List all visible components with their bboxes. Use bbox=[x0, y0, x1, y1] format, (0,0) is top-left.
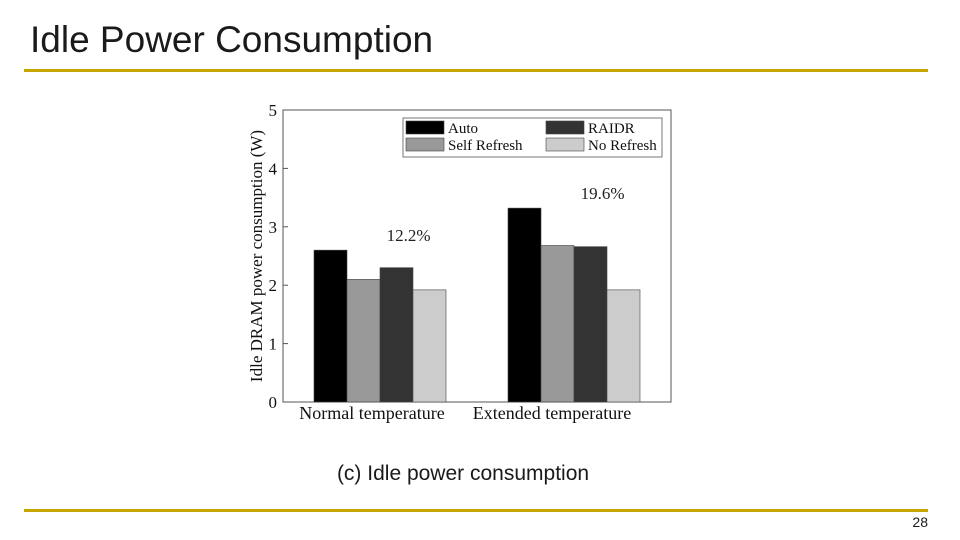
legend: Auto RAIDR Self Refresh No Refresh bbox=[402, 117, 663, 158]
legend-swatch-auto bbox=[405, 120, 445, 135]
bars-layer bbox=[313, 207, 641, 403]
category-label-normal-temperature: Normal temperature bbox=[299, 403, 444, 423]
legend-swatch-self-refresh bbox=[405, 137, 445, 152]
power-bar-chart: 0 1 2 3 4 5 Normal temperature Extended temper… bbox=[240, 96, 680, 426]
y-tick-label: 1 bbox=[269, 335, 278, 354]
legend-swatch-raidr bbox=[545, 120, 585, 135]
y-axis-label: Idle DRAM power consumption (W) bbox=[247, 130, 266, 382]
bar-raidr-normal-temperature bbox=[379, 267, 414, 403]
category-label-extended-temperature: Extended temperature bbox=[473, 403, 631, 423]
legend-label-raidr: RAIDR bbox=[588, 121, 635, 137]
bar-raidr-extended-temperature bbox=[573, 246, 608, 403]
bar-no-refresh-extended-temperature bbox=[606, 289, 641, 403]
page-number: 28 bbox=[912, 514, 928, 530]
bar-self-refresh-normal-temperature bbox=[346, 279, 381, 403]
legend-swatch-no-refresh bbox=[545, 137, 585, 152]
bar-auto-extended-temperature bbox=[507, 207, 542, 403]
y-tick-label: 4 bbox=[269, 159, 278, 178]
footer-divider bbox=[24, 509, 928, 512]
figure-caption: (c) Idle power consumption bbox=[336, 462, 590, 485]
category-labels-layer: Normal temperature Extended temperature bbox=[299, 403, 631, 423]
y-tick-label: 2 bbox=[269, 276, 278, 295]
legend-label-auto: Auto bbox=[448, 121, 478, 137]
legend-box bbox=[402, 117, 663, 158]
y-tick-label: 3 bbox=[269, 218, 278, 237]
chart-canvas: 0 1 2 3 4 5 Normal temperature Extended temper… bbox=[247, 101, 672, 423]
annotation-19-6: 19.6% bbox=[581, 184, 625, 203]
legend-label-self-refresh: Self Refresh bbox=[448, 138, 523, 154]
y-ticks-layer: 0 1 2 3 4 5 bbox=[269, 101, 288, 412]
legend-label-no-refresh: No Refresh bbox=[588, 138, 657, 154]
title-divider bbox=[24, 69, 928, 72]
bar-no-refresh-normal-temperature bbox=[412, 289, 447, 403]
annotation-12-2: 12.2% bbox=[387, 226, 431, 245]
bar-self-refresh-extended-temperature bbox=[540, 245, 575, 403]
slide-title: Idle Power Consumption bbox=[30, 19, 434, 60]
annotations-layer: 12.2% 19.6% bbox=[387, 184, 625, 245]
y-tick-label: 5 bbox=[269, 101, 278, 120]
bar-auto-normal-temperature bbox=[313, 249, 348, 403]
y-tick-label: 0 bbox=[269, 393, 278, 412]
